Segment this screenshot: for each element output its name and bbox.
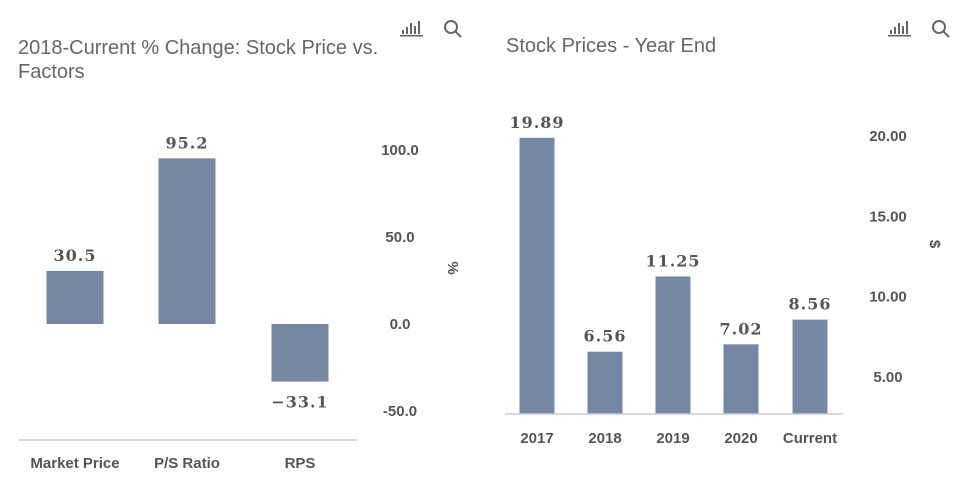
data-label: 19.89 (509, 113, 564, 132)
chart-title: Stock Prices - Year End (506, 35, 716, 57)
x-tick-label: 2017 (520, 430, 553, 447)
bar-2018[interactable] (587, 351, 623, 414)
bar-2019[interactable] (655, 276, 691, 414)
data-label: 30.5 (54, 246, 97, 265)
bar-rps[interactable] (271, 324, 329, 382)
x-tick-label: RPS (285, 455, 316, 472)
data-label: 6.56 (584, 327, 627, 346)
search-icon[interactable] (932, 20, 950, 38)
bar-current[interactable] (792, 319, 828, 414)
bar-chart-icon[interactable] (888, 21, 911, 37)
y-tick-label: 5.00 (873, 369, 902, 386)
x-tick-label: P/S Ratio (154, 455, 220, 472)
data-label: 8.56 (789, 295, 832, 314)
bar-2020[interactable] (723, 344, 759, 414)
y-tick-label: 100.0 (381, 142, 419, 159)
data-label: −33.1 (271, 393, 328, 412)
bar-p-s-ratio[interactable] (158, 158, 216, 324)
y-tick-label: 0.0 (390, 316, 411, 333)
y-tick-label: 15.00 (869, 208, 907, 225)
search-icon[interactable] (444, 20, 462, 38)
chart-title: 2018-Current % Change: Stock Price vs. (18, 37, 378, 59)
x-tick-label: 2020 (724, 430, 757, 447)
data-label: 7.02 (720, 319, 763, 338)
y-tick-label: -50.0 (383, 403, 417, 420)
x-tick-label: 2019 (656, 430, 689, 447)
y-tick-label: 10.00 (869, 289, 907, 306)
x-tick-label: Market Price (30, 455, 119, 472)
data-label: 11.25 (645, 251, 700, 270)
bar-chart-icon[interactable] (400, 21, 423, 37)
x-tick-label: Current (783, 430, 837, 447)
y-axis-label: % (444, 261, 461, 274)
chart-title: Factors (18, 61, 85, 83)
bar-market-price[interactable] (46, 270, 104, 324)
x-tick-label: 2018 (588, 430, 621, 447)
y-tick-label: 50.0 (385, 229, 414, 246)
data-label: 95.2 (166, 133, 209, 152)
bar-2017[interactable] (519, 137, 555, 414)
y-tick-label: 20.00 (869, 128, 907, 145)
y-axis-label: $ (926, 240, 943, 249)
